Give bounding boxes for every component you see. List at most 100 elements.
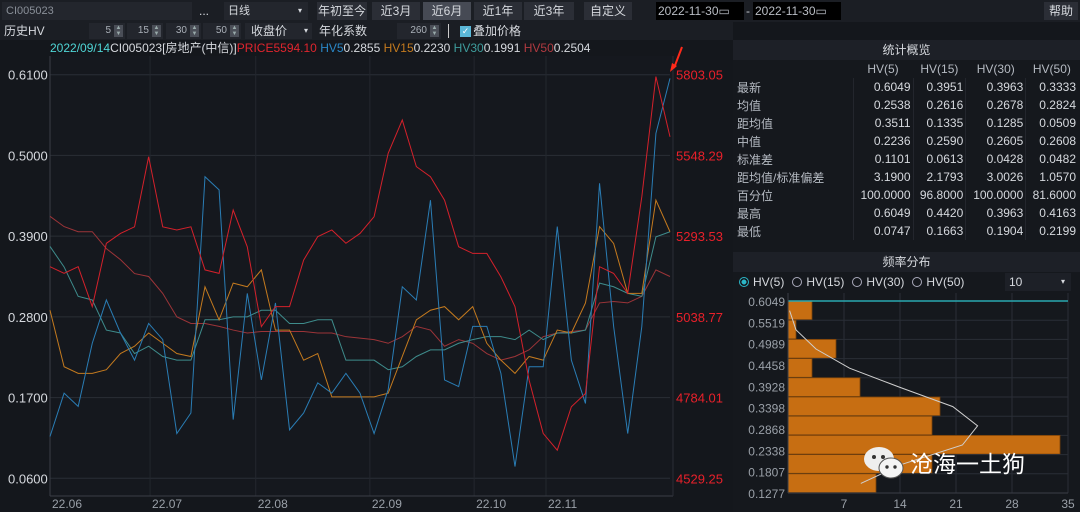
calendar-icon[interactable]: ▭ xyxy=(718,4,730,18)
hv-chart[interactable]: 0.6100 5803.05 0.5000 5548.29 0.3900 5293.53 0… xyxy=(0,0,733,512)
histogram-bar xyxy=(787,396,941,417)
stats-row-label: 百分位 xyxy=(737,188,774,203)
stats-header-row: HV(5) HV(15) HV(30) HV(50) xyxy=(733,60,1078,78)
y-tick: 0.4458 xyxy=(748,359,785,373)
hv-window-2[interactable]: 15 ▲ ▼ xyxy=(127,23,163,39)
date-separator: - xyxy=(746,4,750,18)
bins-select[interactable]: 10 ▾ xyxy=(1005,273,1071,291)
stats-row: 标准差 0.1101 0.0613 0.0428 0.0482 xyxy=(733,150,1078,168)
more-button[interactable]: ... xyxy=(198,4,209,18)
stats-cell: 0.0428 xyxy=(965,150,1026,168)
x-tick: 7 xyxy=(841,497,848,511)
crosshair-info: 2022/09/14CI005023[房地产(中信)]PRICE5594.10 … xyxy=(50,41,591,55)
stats-cell: 0.3963 xyxy=(965,78,1026,96)
y-tick: 0.2868 xyxy=(748,423,785,437)
stats-cell: 0.6049 xyxy=(852,78,914,96)
info-price: 5594.10 xyxy=(273,41,317,55)
bins-value: 10 xyxy=(1009,275,1023,289)
date-from-input[interactable]: 2022-11-30▭ xyxy=(656,2,744,20)
stats-row: 距均值 0.3511 0.1335 0.1285 0.0509 xyxy=(733,114,1078,132)
period-select[interactable]: 日线 ▾ xyxy=(224,2,308,20)
info-hv5: 0.2855 xyxy=(343,41,381,55)
y-left-tick: 0.0600 xyxy=(8,471,48,486)
stats-row: 百分位 100.0000 96.8000 100.0000 81.6000 xyxy=(733,186,1078,204)
radio-hv-option[interactable]: HV(30) xyxy=(852,275,904,289)
range-button[interactable]: 近1年 xyxy=(474,2,522,20)
stats-cell: 0.2538 xyxy=(852,96,914,114)
annual-input[interactable]: 260 ▲ ▼ xyxy=(397,23,441,39)
range-button[interactable]: 近6月 xyxy=(423,2,471,20)
info-hv50: 0.2504 xyxy=(553,41,591,55)
stats-row-label: 距均值 xyxy=(737,116,774,131)
x-tick: 21 xyxy=(949,497,963,511)
stats-cell: 81.6000 xyxy=(1025,186,1078,204)
series-line-hv15 xyxy=(49,198,671,398)
radio-icon xyxy=(912,277,923,287)
calendar-icon[interactable]: ▭ xyxy=(815,4,827,18)
y-tick: 0.4989 xyxy=(748,338,785,352)
stats-row: 最新 0.6049 0.3951 0.3963 0.3333 xyxy=(733,78,1078,96)
stats-cell: 0.1285 xyxy=(965,114,1026,132)
series-line-price xyxy=(49,76,671,452)
histogram-bar xyxy=(787,358,813,378)
y-tick: 0.3398 xyxy=(748,402,785,416)
histogram-bar xyxy=(787,339,837,359)
distribution-curve xyxy=(789,310,979,484)
price-type-select[interactable]: 收盘价 ▾ xyxy=(245,23,312,39)
custom-range-button[interactable]: 自定义 xyxy=(584,2,632,20)
radio-hv-option[interactable]: HV(15) xyxy=(792,275,844,289)
y-left-tick: 0.5000 xyxy=(8,148,48,163)
plot-area xyxy=(50,56,673,496)
radio-hv-option[interactable]: HV(50) xyxy=(912,275,964,289)
x-tick: 22.06 xyxy=(52,497,82,511)
stats-cell: 0.0482 xyxy=(1025,150,1078,168)
hv-window-1[interactable]: 5 ▲ ▼ xyxy=(89,23,125,39)
range-button[interactable]: 近3年 xyxy=(524,2,574,20)
chevron-down-icon: ▾ xyxy=(1060,277,1065,286)
y-left-tick: 0.2800 xyxy=(8,310,48,325)
code-input[interactable]: CI005023 xyxy=(2,2,192,20)
period-value: 日线 xyxy=(228,5,250,17)
wechat-icon xyxy=(864,447,904,479)
radio-icon xyxy=(852,277,863,287)
y-tick: 0.6049 xyxy=(748,295,785,309)
histogram-bar xyxy=(787,377,861,397)
frequency-histogram: 7 14 21 28 35 0.6049 0.5519 0.4989 0.4458 0.3928 0… xyxy=(748,293,1075,511)
annual-label: 年化系数 xyxy=(319,24,368,38)
overlay-label: 叠加价格 xyxy=(473,24,522,38)
x-tick: 22.11 xyxy=(548,497,577,511)
range-button[interactable]: 近3月 xyxy=(372,2,420,20)
stats-row: 最高 0.6049 0.4420 0.3963 0.4163 xyxy=(733,204,1078,222)
stats-cell: 0.2199 xyxy=(1025,222,1078,240)
stats-cell: 2.1793 xyxy=(912,168,966,186)
stats-cell: 0.3333 xyxy=(1025,78,1078,96)
y-tick: 0.5519 xyxy=(748,316,785,330)
panel-title: 历史HV xyxy=(4,24,45,38)
x-tick: 22.07 xyxy=(152,497,182,511)
help-button[interactable]: 帮助 xyxy=(1044,2,1078,20)
overlay-price-checkbox[interactable]: ✓ 叠加价格 xyxy=(460,22,521,40)
watermark: 沧海一土狗 xyxy=(862,444,1025,480)
stats-row: 最低 0.0747 0.1663 0.1904 0.2199 xyxy=(733,222,1078,240)
stats-row: 中值 0.2236 0.2590 0.2605 0.2608 xyxy=(733,132,1078,150)
info-hv15: 0.2230 xyxy=(413,41,451,55)
stats-cell: 0.3963 xyxy=(965,204,1026,222)
range-button[interactable]: 年初至今 xyxy=(317,2,367,20)
stats-cell: 3.1900 xyxy=(852,168,914,186)
chevron-down-icon: ▾ xyxy=(297,6,302,15)
date-to-value: 2022-11-30 xyxy=(755,4,816,18)
radio-hv-option[interactable]: HV(5) xyxy=(739,275,784,289)
radio-icon xyxy=(792,277,803,287)
stats-row-label: 最低 xyxy=(737,224,762,239)
hv-window-4[interactable]: 50 ▲ ▼ xyxy=(203,23,241,39)
x-tick: 22.09 xyxy=(372,497,402,511)
stats-title: 统计概览 xyxy=(733,40,1080,60)
stats-row-label: 距均值/标准偏差 xyxy=(737,170,825,185)
x-tick: 35 xyxy=(1061,497,1075,511)
hv-window-3[interactable]: 30 ▲ ▼ xyxy=(166,23,201,39)
stats-cell: 0.2678 xyxy=(965,96,1026,114)
stats-cell: 3.0026 xyxy=(965,168,1026,186)
date-to-input[interactable]: 2022-11-30▭ xyxy=(753,2,841,20)
x-tick: 22.08 xyxy=(258,497,288,511)
stats-cell: 0.4163 xyxy=(1025,204,1078,222)
